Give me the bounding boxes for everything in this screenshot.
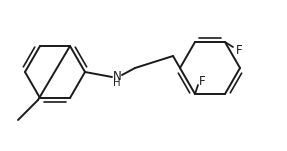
Text: F: F bbox=[199, 76, 205, 88]
Text: F: F bbox=[236, 43, 242, 56]
Text: H: H bbox=[113, 78, 121, 88]
Text: N: N bbox=[113, 69, 121, 82]
